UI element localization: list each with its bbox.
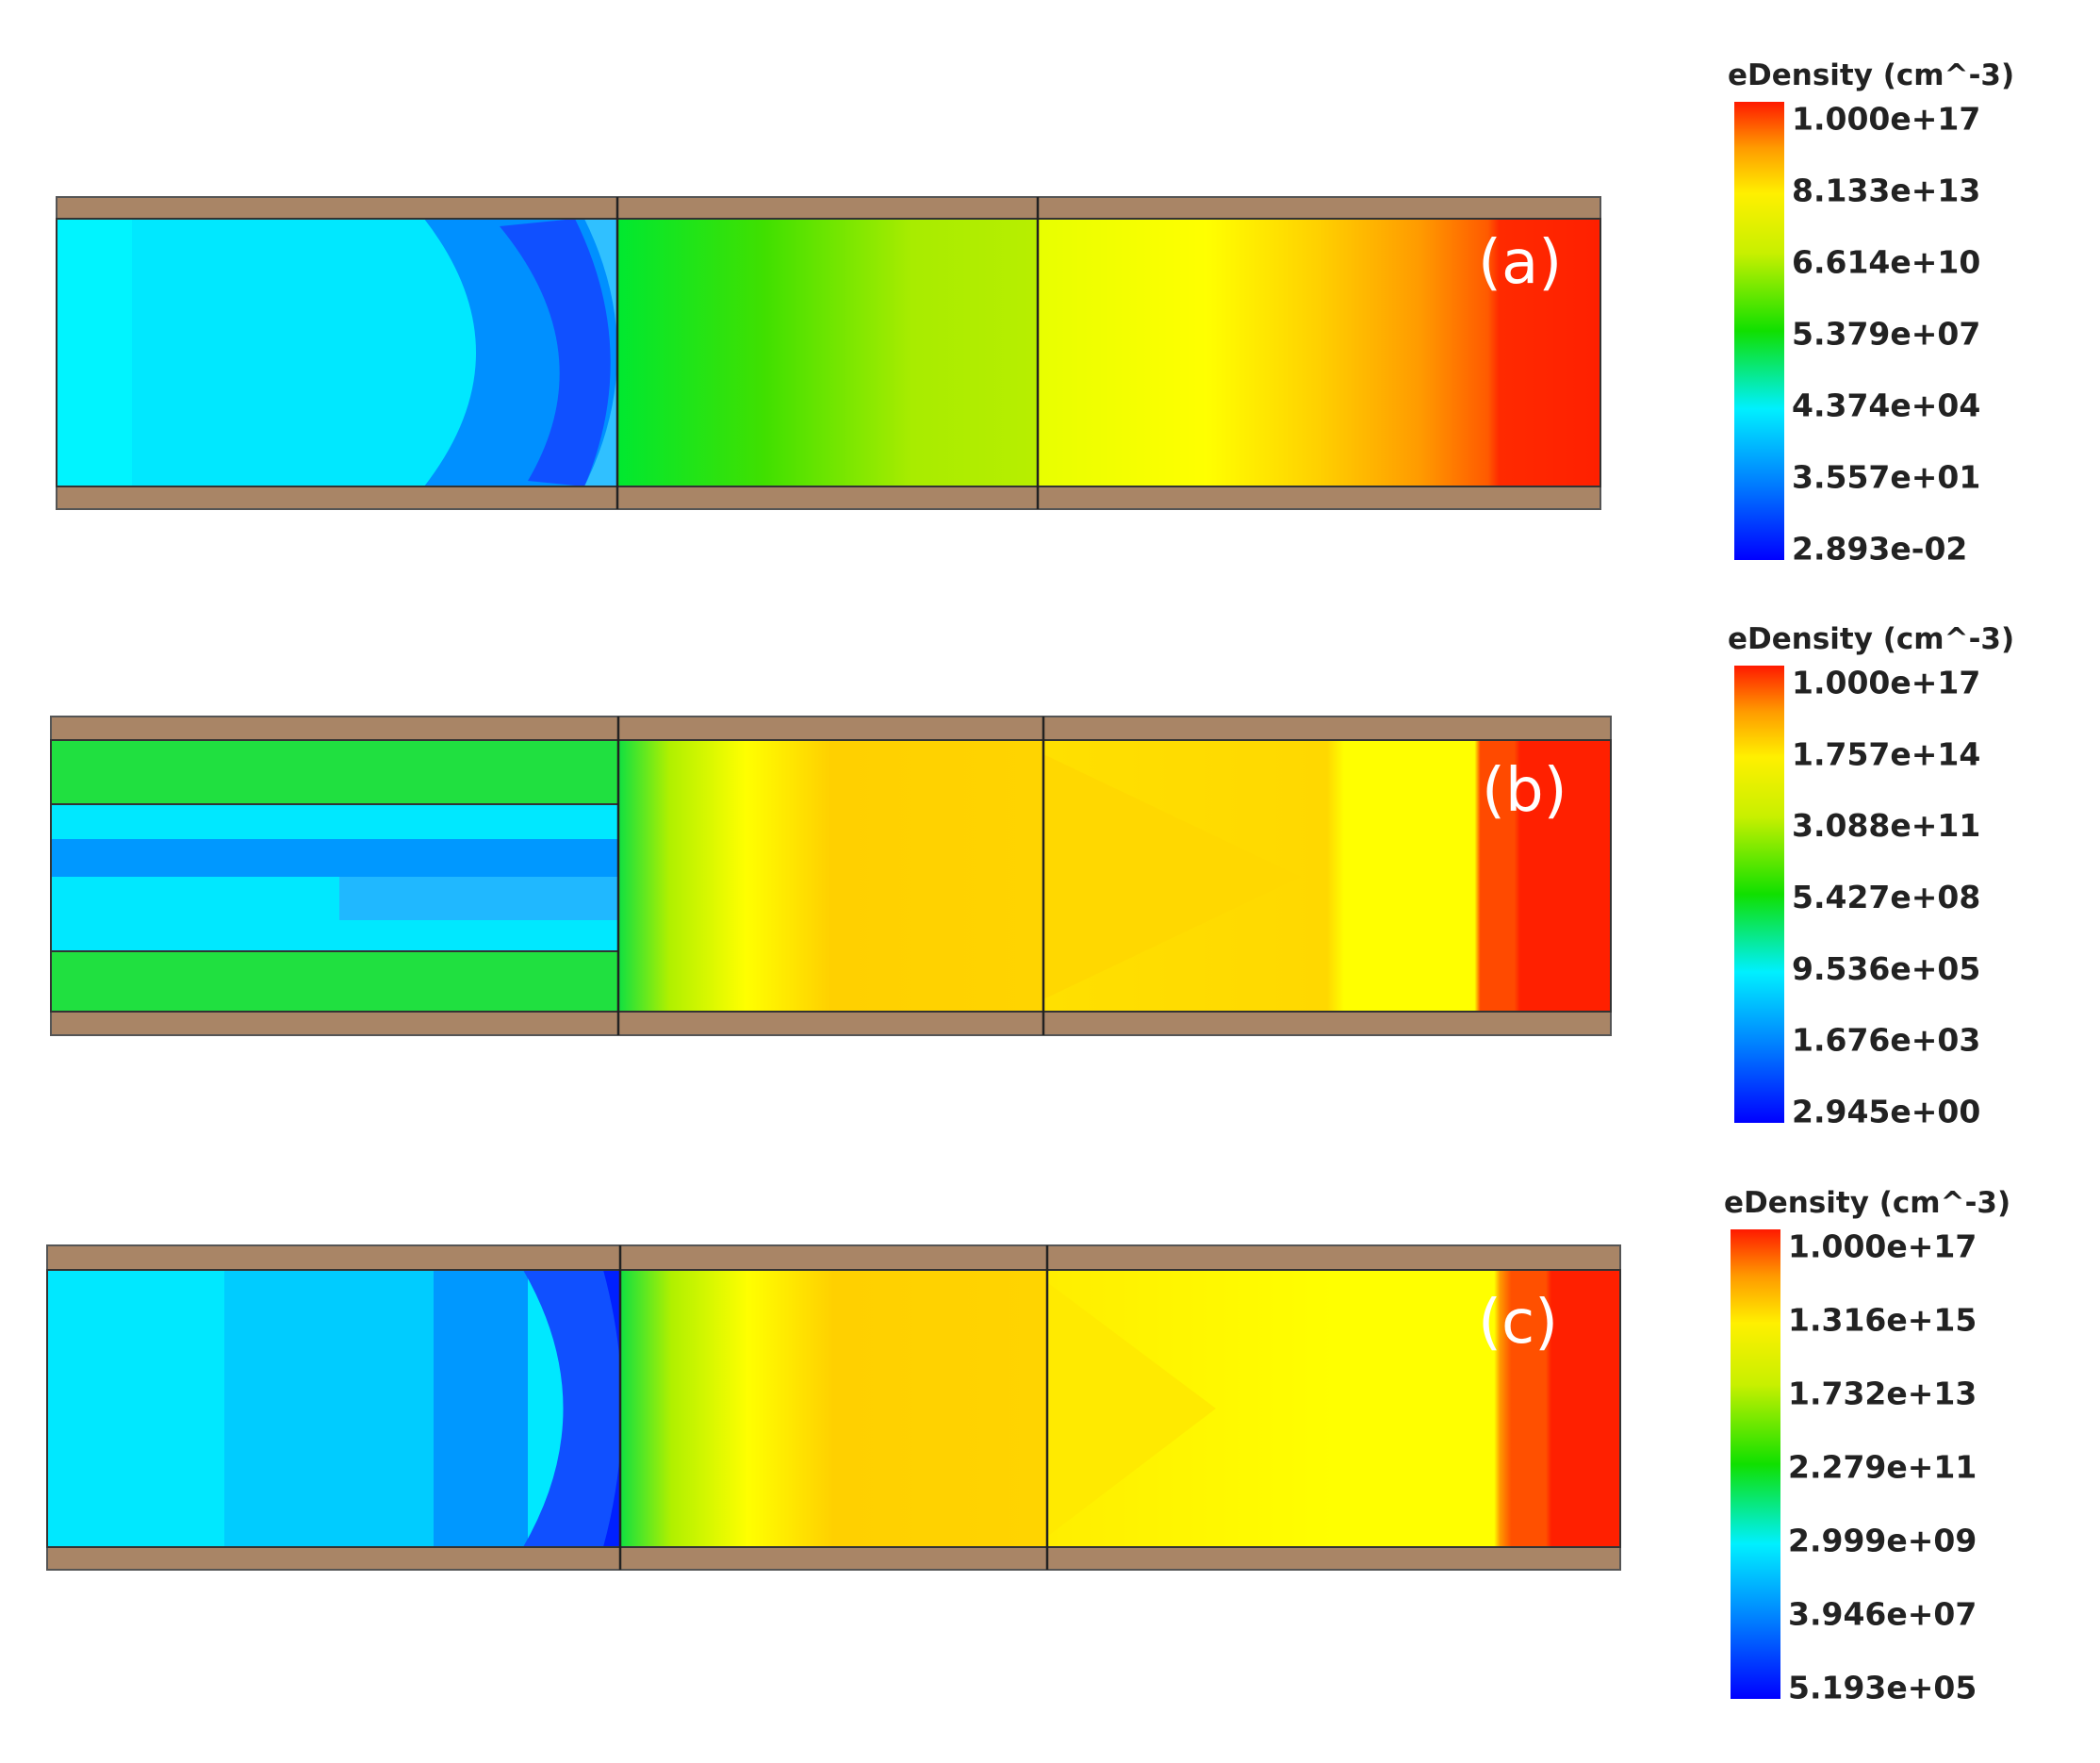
colorbar-title: eDensity (cm^-3) (1728, 622, 2014, 656)
colorbar-tick-label: 5.379e+07 (1792, 316, 1980, 353)
panel-a: (a) (56, 196, 1601, 510)
colorbar-tick-label: 1.000e+17 (1792, 665, 1980, 701)
colorbar-tick-label: 3.946e+07 (1788, 1596, 1977, 1633)
colorbar-tick-label: 3.557e+01 (1792, 459, 1980, 496)
colorbar-tick-label: 6.614e+10 (1792, 244, 1980, 281)
colorbar-tick-label: 2.945e+00 (1792, 1094, 1980, 1130)
panel-b: (b) (50, 716, 1612, 1036)
colorbar (1734, 102, 1784, 560)
panel-label: (c) (1478, 1288, 1558, 1358)
colorbar-tick-label: 9.536e+05 (1792, 950, 1980, 987)
colorbar-tick-label: 5.427e+08 (1792, 879, 1980, 915)
colorbar-tick-label: 5.193e+05 (1788, 1670, 1977, 1706)
colorbar-tick-label: 3.088e+11 (1792, 807, 1980, 844)
colorbar-title: eDensity (cm^-3) (1724, 1186, 2010, 1220)
colorbar (1734, 666, 1784, 1123)
colorbar-tick-label: 2.893e-02 (1792, 531, 1967, 568)
colorbar-tick-label: 1.732e+13 (1788, 1376, 1977, 1412)
colorbars: eDensity (cm^-3) 1.000e+17 8.133e+13 6.614e… (1724, 58, 2014, 1706)
colorbar-tick-label: 8.133e+13 (1792, 173, 1980, 209)
colorbar-tick-label: 1.000e+17 (1792, 101, 1980, 138)
colorbar-tick-label: 2.279e+11 (1788, 1449, 1977, 1486)
colorbar (1731, 1229, 1780, 1699)
colorbar-tick-label: 1.316e+15 (1788, 1302, 1977, 1339)
colorbar-tick-label: 4.374e+04 (1792, 387, 1980, 424)
colorbar-title: eDensity (cm^-3) (1728, 58, 2014, 92)
colorbar-tick-label: 2.999e+09 (1788, 1523, 1977, 1559)
colorbar-tick-label: 1.000e+17 (1788, 1228, 1977, 1265)
colorbar-tick-label: 1.757e+14 (1792, 735, 1980, 772)
panel-label: (a) (1478, 228, 1562, 298)
panel-c: (c) (46, 1244, 1621, 1571)
colorbar-tick-label: 1.676e+03 (1792, 1022, 1980, 1059)
panel-label: (b) (1482, 756, 1567, 826)
